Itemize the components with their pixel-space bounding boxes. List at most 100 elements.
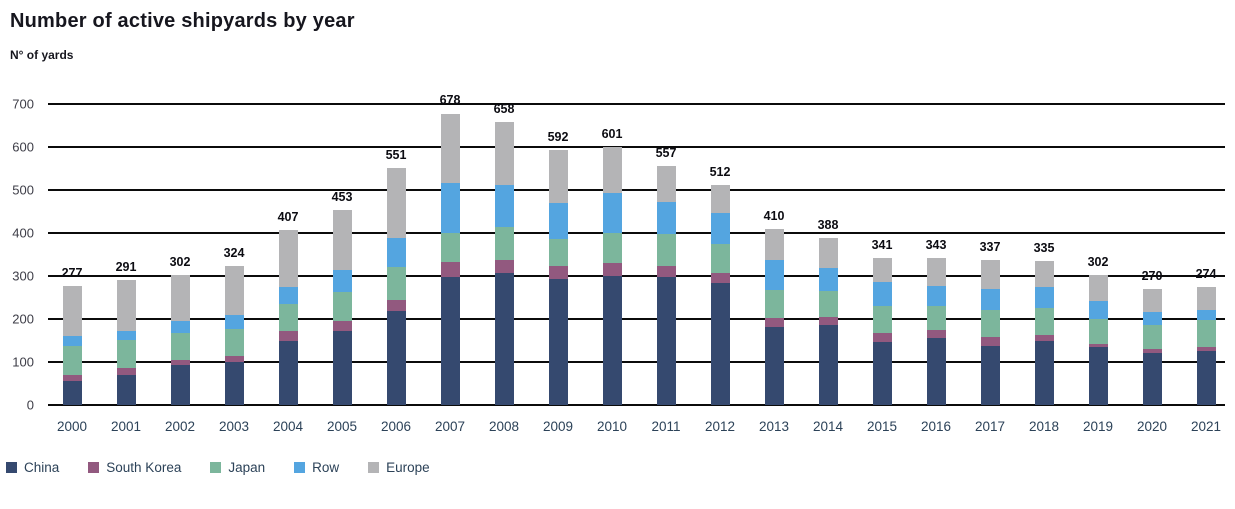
legend-label: Row: [312, 460, 340, 475]
bar-segment-row: [818, 267, 838, 292]
legend-item-europe: Europe: [368, 460, 430, 475]
total-label-2005: 453: [331, 190, 353, 205]
bar-segment-china: [1034, 341, 1054, 405]
bar-segment-china: [224, 362, 244, 405]
bar-segment-japan: [116, 340, 136, 369]
gridline-0: [48, 404, 1225, 406]
total-label-2016: 343: [925, 237, 947, 252]
gridline-200: [48, 318, 1225, 320]
bar-segment-row: [872, 281, 892, 307]
bar-segment-europe: [170, 275, 190, 321]
x-tick-label-2006: 2006: [380, 419, 412, 434]
bar-segment-japan: [224, 328, 244, 356]
total-label-2007: 678: [439, 93, 461, 108]
x-tick-label-2019: 2019: [1082, 419, 1114, 434]
bar-segment-south-korea: [170, 359, 190, 366]
gridline-700: [48, 103, 1225, 105]
y-tick-label: 600: [12, 139, 34, 155]
stacked-bar-2013: [764, 228, 784, 405]
total-label-2008: 658: [493, 102, 515, 117]
stacked-bar-2001: [116, 279, 136, 405]
total-label-2012: 512: [709, 164, 731, 179]
total-label-2015: 341: [871, 238, 893, 253]
stacked-bar-2000: [62, 285, 82, 405]
bar-segment-south-korea: [494, 259, 514, 273]
bar-segment-china: [710, 282, 730, 405]
legend-item-japan: Japan: [210, 460, 265, 475]
total-label-2019: 302: [1087, 255, 1109, 270]
bar-segment-china: [818, 325, 838, 405]
bar-segment-japan: [278, 303, 298, 332]
gridline-400: [48, 232, 1225, 234]
bar-segment-south-korea: [980, 337, 1000, 346]
stacked-bar-2005: [332, 210, 352, 405]
bar-segment-row: [170, 320, 190, 333]
x-tick-label-2008: 2008: [488, 419, 520, 434]
bar-segment-china: [62, 381, 82, 405]
bar-segment-south-korea: [710, 273, 730, 283]
stacked-bar-2014: [818, 238, 838, 405]
bar-segment-china: [926, 338, 946, 405]
legend-swatch-icon: [88, 462, 100, 473]
x-tick-label-2002: 2002: [164, 419, 196, 434]
bar-segment-row: [278, 287, 298, 304]
bar-segment-south-korea: [116, 368, 136, 375]
bar-segment-south-korea: [1196, 347, 1216, 352]
bar-segment-europe: [224, 265, 244, 315]
legend-label: South Korea: [106, 460, 182, 475]
bar-segment-row: [62, 336, 82, 346]
stacked-bar-2008: [494, 122, 514, 405]
x-tick-label-2020: 2020: [1136, 419, 1168, 434]
bar-segment-south-korea: [548, 266, 568, 280]
bar-segment-row: [1196, 310, 1216, 320]
total-label-2014: 388: [817, 218, 839, 233]
legend-swatch-icon: [294, 462, 306, 473]
stacked-bar-2007: [440, 113, 460, 405]
x-tick-label-2021: 2021: [1190, 419, 1222, 434]
total-label-2002: 302: [169, 255, 191, 270]
bar-segment-europe: [116, 279, 136, 331]
bar-segment-china: [1142, 352, 1162, 405]
bar-segment-china: [332, 330, 352, 405]
bar-segment-china: [548, 279, 568, 405]
y-axis-tick-labels: 0 100 200 300 400 500 600 700: [0, 97, 40, 413]
bar-segment-south-korea: [818, 316, 838, 326]
y-tick-label: 0: [26, 397, 34, 413]
total-label-2000: 277: [61, 265, 83, 280]
x-tick-label-2011: 2011: [651, 419, 681, 434]
bar-segment-europe: [1088, 275, 1108, 301]
bar-segment-europe: [278, 230, 298, 288]
x-tick-label-2010: 2010: [596, 419, 628, 434]
x-tick-label-2005: 2005: [326, 419, 358, 434]
gridline-100: [48, 361, 1225, 363]
bar-segment-japan: [656, 234, 676, 266]
stacked-bar-2006: [386, 168, 406, 405]
bar-segment-china: [278, 340, 298, 405]
stacked-bar-2019: [1088, 275, 1108, 405]
bar-segment-europe: [656, 165, 676, 203]
bar-segment-japan: [548, 239, 568, 267]
x-tick-label-2004: 2004: [272, 419, 304, 434]
bar-segment-japan: [1142, 324, 1162, 350]
bar-segment-europe: [710, 184, 730, 213]
bar-segment-europe: [1196, 287, 1216, 311]
bar-segment-south-korea: [602, 263, 622, 276]
bar-segment-japan: [1034, 308, 1054, 335]
total-label-2003: 324: [223, 245, 245, 260]
bar-segment-japan: [926, 305, 946, 331]
bar-segment-row: [494, 184, 514, 227]
x-tick-label-2016: 2016: [920, 419, 952, 434]
gridline-300: [48, 275, 1225, 277]
bar-segment-south-korea: [1142, 349, 1162, 353]
bar-segment-south-korea: [926, 330, 946, 339]
total-label-2013: 410: [763, 208, 785, 223]
bar-segment-europe: [332, 210, 352, 271]
bar-segment-row: [1142, 312, 1162, 325]
bar-segment-europe: [386, 168, 406, 238]
bar-segment-south-korea: [62, 374, 82, 382]
x-tick-label-2003: 2003: [218, 419, 250, 434]
stacked-bar-2015: [872, 258, 892, 405]
bar-segment-row: [656, 202, 676, 235]
legend-label: Japan: [228, 460, 266, 475]
